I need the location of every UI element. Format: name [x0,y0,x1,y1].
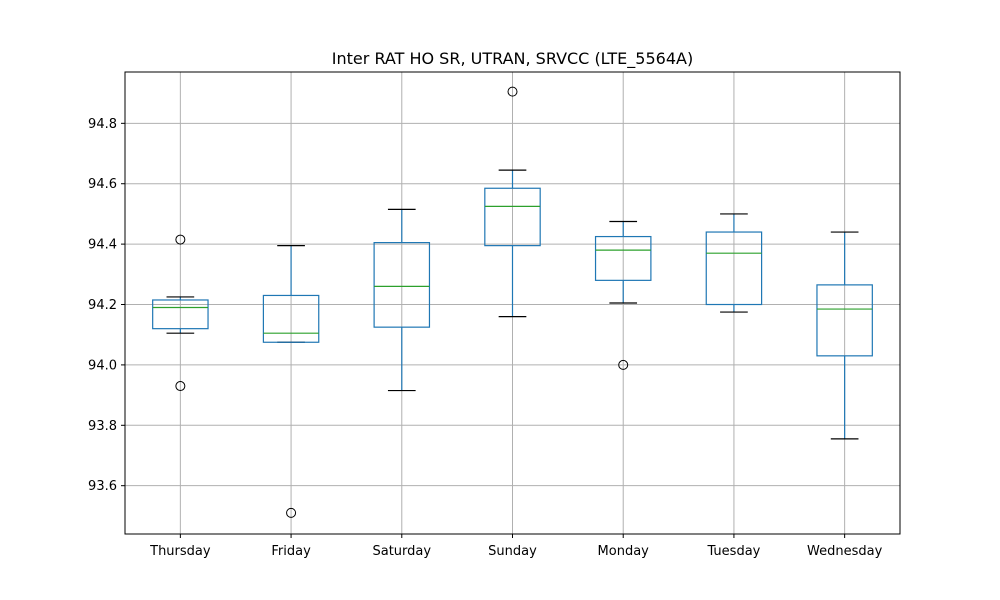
x-tick-label: Saturday [372,544,431,559]
box-sunday [484,86,541,318]
x-tick-label: Thursday [149,544,211,559]
y-axis-ticks: 93.6 93.8 94.0 94.2 94.4 94.6 94.8 [88,117,125,494]
x-tick-label: Sunday [488,544,537,559]
iqr-box [152,299,209,330]
outlier-point [286,507,297,518]
box-saturday [373,208,431,392]
box-monday [594,220,652,370]
iqr-box [262,294,320,343]
box-thursday [152,234,209,392]
x-tick-label: Tuesday [706,544,760,559]
iqr-box [594,235,652,281]
outlier-point [618,359,629,370]
iqr-box [484,187,541,247]
y-tick-label: 94.0 [88,358,117,373]
box-friday [262,245,320,518]
plot-area-frame [124,71,901,535]
x-tick-label: Friday [271,544,311,559]
outlier-point [175,381,186,392]
box-tuesday [705,213,763,313]
iqr-box [705,231,763,306]
y-tick-label: 94.2 [88,298,117,313]
chart-title: Inter RAT HO SR, UTRAN, SRVCC (LTE_5564A… [332,49,693,69]
y-tick-label: 93.6 [88,479,117,494]
iqr-box [373,242,431,328]
x-axis-ticks: Thursday Friday Saturday Sunday Monday Tuesda… [149,534,883,559]
y-tick-label: 94.4 [88,238,117,253]
x-tick-label: Wednesday [807,544,883,559]
outlier-point [175,234,186,245]
box-wednesday [816,231,873,440]
y-tick-label: 93.8 [88,419,117,434]
outlier-point [507,86,518,97]
y-tick-label: 94.6 [88,177,117,192]
boxes [152,86,873,518]
iqr-box [816,284,873,357]
x-tick-label: Monday [598,544,650,559]
y-tick-label: 94.8 [88,117,117,132]
